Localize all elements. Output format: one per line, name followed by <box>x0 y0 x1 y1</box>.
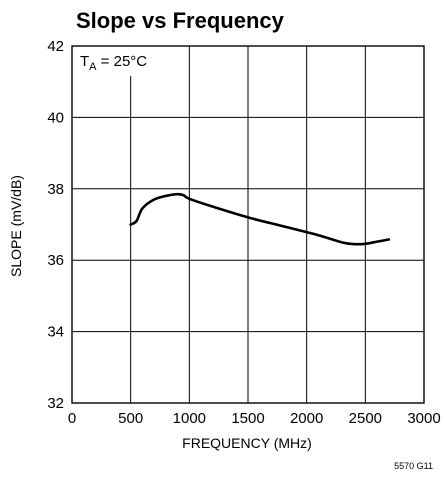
annotation-rest: = 25°C <box>97 53 148 70</box>
x-tick-label-1500: 1500 <box>231 410 264 427</box>
x-tick-label-3000: 3000 <box>407 410 440 427</box>
x-tick-label-2000: 2000 <box>290 410 323 427</box>
grid-lines <box>72 46 424 403</box>
x-tick-label-500: 500 <box>118 410 143 427</box>
series-line-0 <box>129 192 391 246</box>
y-tick-labels: 32 34 36 38 40 42 <box>47 38 64 412</box>
y-tick-label-32: 32 <box>47 395 64 412</box>
x-tick-label-2500: 2500 <box>349 410 382 427</box>
x-tick-labels: 0 500 1000 1500 2000 2500 3000 <box>68 410 441 427</box>
plot-frame <box>71 45 425 404</box>
y-tick-label-42: 42 <box>47 38 64 55</box>
plot-border <box>71 45 425 404</box>
temperature-annotation: TA = 25°C <box>80 53 147 73</box>
y-tick-label-34: 34 <box>47 324 64 341</box>
y-tick-label-38: 38 <box>47 181 64 198</box>
x-tick-label-0: 0 <box>68 410 76 427</box>
figure-code: 5570 G11 <box>394 461 433 471</box>
data-series <box>129 192 391 246</box>
y-axis-label: SLOPE (mV/dB) <box>8 175 24 277</box>
x-axis-label: FREQUENCY (MHz) <box>182 435 312 451</box>
annotation-subscript: A <box>89 61 97 73</box>
annotation-main: T <box>80 53 89 70</box>
chart-title: Slope vs Frequency <box>76 8 285 33</box>
y-tick-label-36: 36 <box>47 252 64 269</box>
x-tick-label-1000: 1000 <box>173 410 206 427</box>
y-tick-label-40: 40 <box>47 109 64 126</box>
